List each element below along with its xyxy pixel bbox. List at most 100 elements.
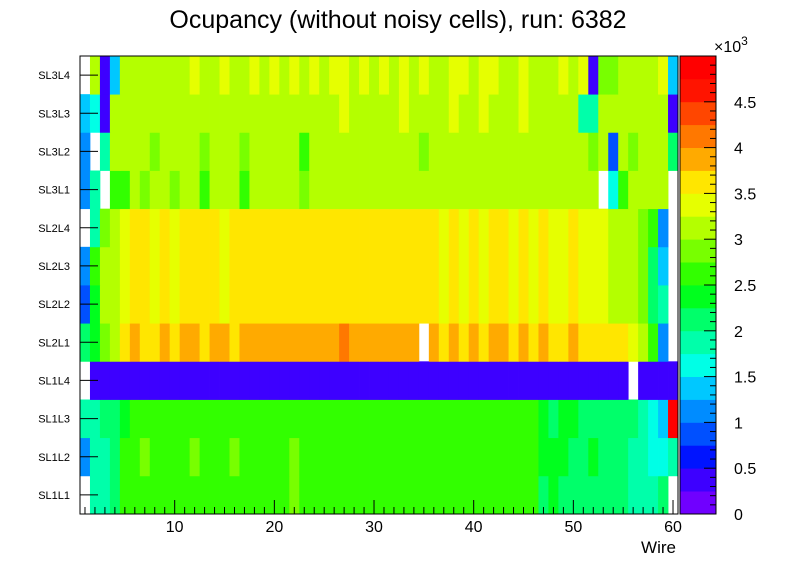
heatmap-cell-sl1l4-wire-13 bbox=[199, 361, 210, 400]
heatmap-cell-sl3l3-wire-46 bbox=[528, 94, 539, 133]
heatmap-cell-sl3l2-wire-17 bbox=[239, 132, 250, 171]
heatmap-cell-sl3l3-wire-12 bbox=[189, 94, 200, 133]
heatmap-cell-sl2l2-wire-5 bbox=[119, 285, 131, 324]
heatmap-cell-sl1l1-wire-15 bbox=[219, 475, 230, 515]
heatmap-cell-sl1l4-wire-29 bbox=[359, 361, 370, 400]
heatmap-cell-sl3l4-wire-55 bbox=[618, 56, 629, 95]
heatmap-cell-sl1l3-wire-5 bbox=[119, 399, 131, 439]
heatmap-cell-sl1l1-wire-46 bbox=[528, 475, 539, 515]
heatmap-cell-sl3l2-wire-21 bbox=[279, 132, 290, 171]
heatmap-cell-sl2l4-wire-30 bbox=[369, 208, 380, 248]
heatmap-cell-sl3l3-wire-34 bbox=[408, 94, 420, 133]
heatmap-cell-sl3l3-wire-13 bbox=[199, 94, 210, 133]
heatmap-cell-sl2l4-wire-15 bbox=[219, 208, 230, 248]
heatmap-cell-sl1l4-wire-19 bbox=[259, 361, 270, 400]
heatmap-cell-sl2l1-wire-44 bbox=[508, 323, 519, 362]
heatmap-cell-sl1l1-wire-5 bbox=[119, 475, 131, 515]
heatmap-cell-sl3l2-wire-38 bbox=[448, 132, 460, 171]
heatmap-cell-sl2l3-wire-59 bbox=[658, 246, 669, 286]
heatmap-cell-sl1l1-wire-14 bbox=[209, 475, 220, 515]
heatmap-cell-sl3l3-wire-41 bbox=[478, 94, 490, 133]
heatmap-cell-sl1l4-wire-54 bbox=[608, 361, 619, 400]
heatmap-cell-sl1l1-wire-30 bbox=[369, 475, 380, 515]
heatmap-cell-sl1l2-wire-46 bbox=[528, 437, 539, 477]
heatmap-cell-sl2l1-wire-46 bbox=[528, 323, 539, 362]
heatmap-cell-sl1l1-wire-23 bbox=[299, 475, 310, 515]
heatmap-cell-sl3l1-wire-26 bbox=[329, 170, 340, 210]
heatmap-cell-sl2l1-wire-38 bbox=[448, 323, 460, 362]
y-tick-label-sl3l3: SL3L3 bbox=[38, 108, 70, 120]
heatmap-cell-sl2l2-wire-56 bbox=[628, 285, 639, 324]
heatmap-cell-sl2l4-wire-12 bbox=[189, 208, 200, 248]
heatmap-cell-sl2l4-wire-53 bbox=[598, 208, 609, 248]
heatmap-cell-sl2l3-wire-55 bbox=[618, 246, 629, 286]
heatmap-cell-sl3l1-wire-15 bbox=[219, 170, 230, 210]
heatmap-cell-sl1l4-wire-8 bbox=[149, 361, 161, 400]
heatmap-cell-sl2l1-wire-14 bbox=[209, 323, 220, 362]
heatmap-cell-sl3l1-wire-31 bbox=[379, 170, 390, 210]
heatmap-cell-sl2l2-wire-52 bbox=[588, 285, 599, 324]
heatmap-cell-sl1l1-wire-20 bbox=[269, 475, 280, 515]
heatmap-cell-sl3l3-wire-58 bbox=[648, 94, 659, 133]
heatmap-cell-sl3l1-wire-57 bbox=[638, 170, 649, 210]
heatmap-cell-sl3l4-wire-50 bbox=[568, 56, 579, 95]
x-tick-label-20: 20 bbox=[265, 519, 283, 536]
heatmap-cell-sl1l2-wire-42 bbox=[488, 437, 499, 477]
heatmap-cell-sl3l1-wire-4 bbox=[109, 170, 121, 210]
heatmap-cell-sl2l1-wire-40 bbox=[468, 323, 480, 362]
heatmap-cell-sl1l2-wire-33 bbox=[398, 437, 410, 477]
heatmap-cell-sl1l1-wire-56 bbox=[628, 475, 639, 515]
x-axis-label: Wire bbox=[641, 538, 676, 557]
heatmap-cell-sl1l3-wire-57 bbox=[638, 399, 649, 439]
heatmap-cell-sl3l4-wire-46 bbox=[528, 56, 539, 95]
heatmap-cell-sl1l2-wire-51 bbox=[578, 437, 589, 477]
heatmap-cell-sl2l3-wire-41 bbox=[478, 246, 490, 286]
heatmap-cell-sl1l3-wire-53 bbox=[598, 399, 609, 439]
heatmap-cell-sl2l2-wire-18 bbox=[249, 285, 260, 324]
heatmap-cell-sl3l2-wire-9 bbox=[159, 132, 171, 171]
heatmap-cell-sl3l2-wire-36 bbox=[428, 132, 440, 171]
heatmap-cell-sl2l2-wire-28 bbox=[349, 285, 360, 324]
heatmap-cell-sl3l3-wire-56 bbox=[628, 94, 639, 133]
heatmap-cell-sl2l2-wire-24 bbox=[309, 285, 320, 324]
heatmap-cell-sl3l2-wire-56 bbox=[628, 132, 639, 171]
heatmap-cell-sl3l3-wire-49 bbox=[558, 94, 569, 133]
heatmap-cell-sl1l3-wire-60 bbox=[668, 399, 679, 439]
heatmap-cell-sl1l1-wire-53 bbox=[598, 475, 609, 515]
heatmap-cell-sl3l2-wire-32 bbox=[388, 132, 400, 171]
colorbar-swatch-1 bbox=[680, 468, 716, 492]
y-tick-label-sl2l1: SL2L1 bbox=[38, 337, 70, 349]
heatmap-cell-sl1l3-wire-14 bbox=[209, 399, 220, 439]
heatmap-cell-sl2l3-wire-47 bbox=[538, 246, 549, 286]
heatmap-cell-sl3l3-wire-30 bbox=[369, 94, 380, 133]
y-tick-label-sl1l1: SL1L1 bbox=[38, 490, 70, 502]
heatmap-cell-sl3l3-wire-60 bbox=[668, 94, 679, 133]
heatmap-cell-sl3l2-wire-34 bbox=[408, 132, 420, 171]
heatmap-cell-sl1l1-wire-50 bbox=[568, 475, 579, 515]
heatmap-cell-sl1l3-wire-11 bbox=[179, 399, 191, 439]
heatmap-cell-sl2l1-wire-17 bbox=[239, 323, 250, 362]
x-tick-label-10: 10 bbox=[166, 519, 184, 536]
heatmap-cell-sl2l1-wire-36 bbox=[428, 323, 440, 362]
heatmap-cell-sl3l3-wire-48 bbox=[548, 94, 559, 133]
heatmap-cell-sl1l4-wire-43 bbox=[498, 361, 509, 400]
y-tick-label-sl2l3: SL2L3 bbox=[38, 261, 70, 273]
heatmap-cell-sl1l1-wire-22 bbox=[289, 475, 300, 515]
heatmap-cell-sl2l1-wire-15 bbox=[219, 323, 230, 362]
heatmap-cell-sl1l2-wire-37 bbox=[438, 437, 450, 477]
heatmap-cell-sl3l1-wire-35 bbox=[418, 170, 430, 210]
y-tick-label-sl1l2: SL1L2 bbox=[38, 452, 70, 464]
heatmap-cell-sl1l4-wire-9 bbox=[159, 361, 171, 400]
heatmap-cell-sl3l4-wire-7 bbox=[139, 56, 151, 95]
colorbar-swatch-17 bbox=[680, 101, 716, 126]
heatmap-cell-sl2l3-wire-16 bbox=[229, 246, 240, 286]
heatmap-cell-sl2l3-wire-58 bbox=[648, 246, 659, 286]
colorbar-swatch-16 bbox=[680, 124, 716, 148]
y-tick-label-sl2l4: SL2L4 bbox=[38, 223, 70, 235]
heatmap-cell-sl3l2-wire-24 bbox=[309, 132, 320, 171]
heatmap-cell-sl2l4-wire-52 bbox=[588, 208, 599, 248]
heatmap-cell-sl1l2-wire-26 bbox=[329, 437, 340, 477]
heatmap-cell-sl3l2-wire-40 bbox=[468, 132, 480, 171]
heatmap-cell-sl3l2-wire-14 bbox=[209, 132, 220, 171]
heatmap-cell-sl1l3-wire-48 bbox=[548, 399, 559, 439]
